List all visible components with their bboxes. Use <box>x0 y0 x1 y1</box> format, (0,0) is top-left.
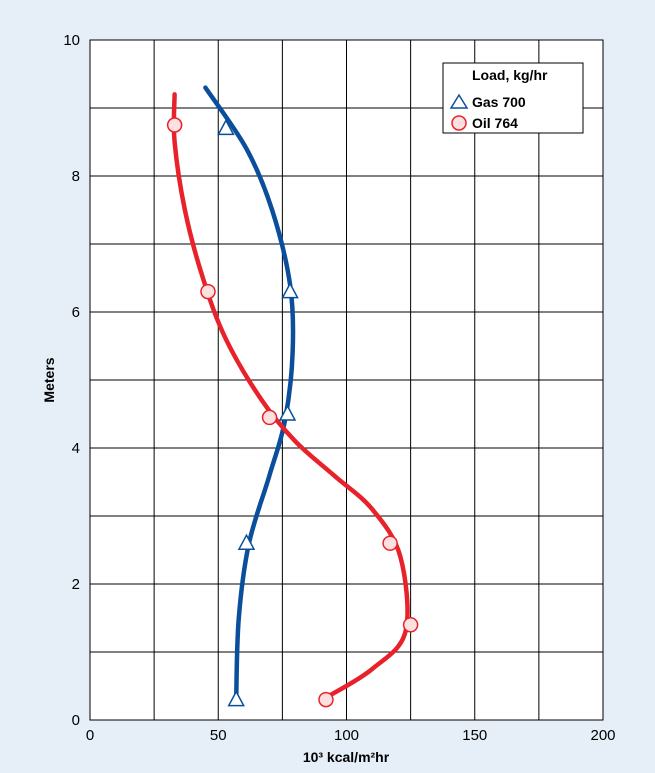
gas-data-point <box>278 404 297 421</box>
oil-data-point <box>402 617 419 633</box>
y-tick-label: 6 <box>72 304 80 321</box>
y-axis-label: Meters <box>41 357 57 402</box>
x-axis-label: 10³ kcal/m²hr <box>303 749 390 765</box>
x-tick-label: 0 <box>86 727 94 744</box>
oil-data-point <box>318 691 334 708</box>
legend-gas-label: Gas 700 <box>472 94 526 110</box>
gas-data-point <box>217 118 235 136</box>
x-tick-label: 200 <box>590 727 615 744</box>
grid-lines <box>90 40 603 720</box>
legend-triangle-icon <box>449 93 469 109</box>
legend-title: Load, kg/hr <box>472 67 548 83</box>
y-tick-label: 10 <box>63 32 80 49</box>
oil-data-point <box>382 535 398 551</box>
gas-data-point <box>237 533 256 550</box>
oil-data-point <box>200 283 216 300</box>
x-tick-label: 100 <box>334 727 359 744</box>
y-tick-label: 2 <box>72 576 80 593</box>
tick-labels: 0 50 100 150 200 0 2 4 6 8 10 <box>63 32 615 744</box>
data-series <box>166 85 419 708</box>
y-tick-label: 8 <box>72 168 80 185</box>
legend-oil-label: Oil 764 <box>472 115 518 131</box>
gas-data-point <box>227 690 245 707</box>
legend: Load, kg/hr Gas 700 Oil 764 <box>442 62 584 134</box>
oil-data-point <box>166 117 183 133</box>
y-tick-label: 0 <box>72 712 80 729</box>
y-tick-label: 4 <box>72 440 80 457</box>
gas-data-point <box>281 282 299 299</box>
legend-circle-icon <box>451 115 467 131</box>
oil-series-line <box>171 92 410 699</box>
gas-series-line <box>203 85 296 702</box>
oil-data-point <box>261 409 278 426</box>
x-tick-label: 150 <box>462 727 487 744</box>
x-tick-label: 50 <box>210 727 227 744</box>
